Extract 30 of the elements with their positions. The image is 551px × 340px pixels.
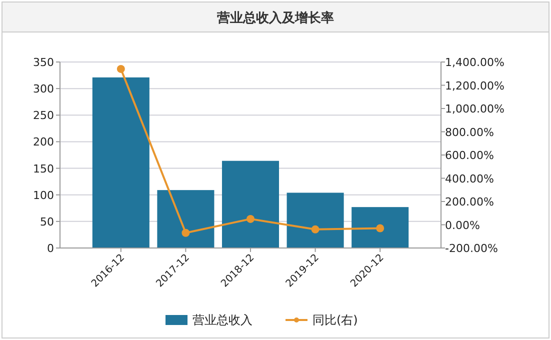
point (311, 225, 320, 234)
y-tick-label: 350 (33, 56, 54, 69)
bar (352, 207, 409, 248)
y2-tick-label: 0.00% (445, 218, 480, 232)
legend-label: 同比(右) (312, 313, 358, 327)
y-tick-label: 50 (40, 215, 54, 228)
y2-tick-label: -200.00% (445, 242, 498, 255)
y2-tick-label: 1,000.00% (445, 102, 504, 116)
y-tick-label: 300 (33, 82, 54, 96)
y2-tick-label: 800.00% (445, 126, 494, 139)
y-tick-label: 250 (33, 109, 54, 122)
y-tick-label: 100 (33, 188, 54, 202)
y2-tick-label: 1,200.00% (445, 79, 504, 92)
chart-title: 营业总收入及增长率 (216, 10, 334, 26)
bar (157, 190, 214, 248)
y-tick-label: 150 (33, 162, 54, 176)
bar (286, 192, 344, 248)
bar (92, 77, 150, 248)
point (376, 224, 384, 232)
legend-label: 营业总收入 (192, 313, 252, 327)
y2-tick-label: 400.00% (445, 172, 494, 186)
y2-tick-label: 1,400.00% (445, 56, 504, 69)
y-tick-label: 0 (47, 242, 54, 255)
point (116, 64, 125, 73)
point (182, 228, 190, 237)
point (246, 214, 254, 223)
y2-tick-label: 600.00% (445, 149, 494, 162)
y-tick-label: 200 (33, 136, 54, 149)
y2-tick-label: 200.00% (445, 196, 494, 208)
bar (222, 160, 280, 248)
